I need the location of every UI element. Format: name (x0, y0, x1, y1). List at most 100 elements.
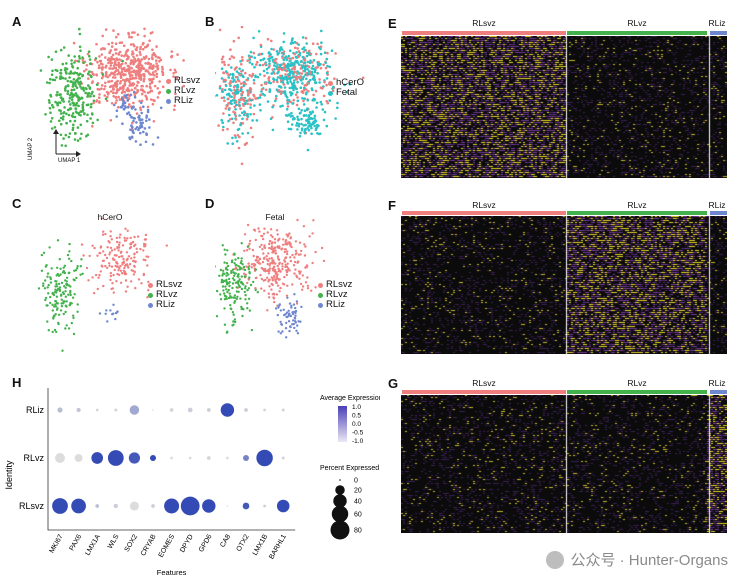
umap-point (267, 268, 271, 272)
umap-point (109, 274, 113, 278)
umap-point (233, 252, 236, 255)
umap-point (280, 323, 284, 326)
umap-point (279, 105, 282, 108)
umap-point (224, 107, 228, 110)
umap-point (295, 51, 298, 54)
umap-point (276, 264, 279, 268)
umap-point (105, 64, 108, 68)
umap-point (303, 69, 307, 73)
umap-point (238, 114, 241, 117)
dotplot-dot (91, 452, 104, 464)
umap-point (118, 50, 122, 54)
umap-point (48, 81, 51, 85)
umap-point (227, 63, 230, 67)
umap-point (267, 252, 270, 255)
umap-point (78, 72, 81, 76)
umap-point (58, 119, 61, 123)
umap-point (137, 128, 140, 132)
umap-point (233, 300, 237, 303)
umap-point (266, 100, 270, 103)
umap-point (312, 219, 315, 222)
umap-point (260, 277, 264, 281)
umap-point (249, 113, 252, 116)
umap-point (159, 58, 163, 62)
umap-point (223, 261, 226, 264)
umap-point (105, 256, 109, 260)
umap-point (281, 68, 284, 72)
umap-point (91, 125, 94, 128)
umap-point (236, 268, 239, 271)
umap-point (129, 59, 133, 62)
umap-point (295, 78, 298, 81)
umap-point (73, 55, 76, 58)
umap-point (111, 91, 115, 95)
umap-point (95, 100, 98, 103)
umap-point (271, 128, 275, 132)
umap-point (113, 254, 117, 257)
umap-point (114, 42, 118, 45)
umap-point (240, 26, 244, 29)
umap-point (226, 127, 229, 131)
umap-point (62, 115, 65, 118)
umap-point (304, 281, 308, 284)
umap-point (139, 47, 142, 51)
umap-point (277, 238, 280, 241)
umap-point (285, 336, 288, 339)
umap-point (68, 107, 72, 111)
umap-point (231, 92, 235, 95)
umap-point (246, 223, 250, 227)
umap-point (284, 327, 288, 330)
umap-point (267, 280, 270, 283)
umap-point (273, 300, 276, 304)
umap-point (240, 260, 243, 263)
umap-point (277, 258, 281, 261)
dotplot-dot (52, 498, 68, 514)
umap-point (249, 126, 253, 130)
legend-a: RLsvz RLvz RLiz (166, 76, 200, 106)
umap-point (74, 269, 78, 272)
umap-point (241, 263, 244, 266)
umap-point (279, 46, 283, 49)
umap-point (301, 82, 304, 85)
umap-point (124, 227, 127, 230)
watermark-text: 公众号 · Hunter-Organs (570, 552, 728, 569)
umap-point (79, 273, 82, 276)
umap-point (236, 295, 239, 298)
umap-point (104, 28, 108, 31)
umap-point (238, 67, 241, 71)
umap-point (295, 329, 298, 332)
umap-point (237, 146, 241, 150)
umap-point (289, 80, 292, 84)
umap-point (255, 97, 258, 100)
umap-point (247, 297, 251, 300)
umap-point (62, 46, 66, 49)
umap-point (79, 123, 83, 127)
umap-point (361, 76, 365, 80)
umap-point (270, 39, 273, 43)
umap-point (79, 80, 82, 84)
umap-point (156, 136, 160, 139)
umap-point (74, 84, 77, 88)
umap-point (93, 246, 96, 250)
umap-point (236, 84, 239, 88)
umap-point (119, 64, 122, 68)
umap-point (228, 292, 231, 295)
umap-point (108, 264, 111, 267)
umap-point (149, 89, 153, 93)
umap-point (302, 75, 305, 79)
umap-point (115, 63, 118, 67)
umap-point (226, 330, 229, 333)
umap-point (123, 236, 126, 240)
umap-point (86, 133, 90, 137)
umap-point (95, 42, 98, 46)
umap-point (313, 124, 316, 128)
umap-point (124, 105, 127, 108)
umap-point (247, 287, 251, 290)
umap-point (79, 114, 82, 117)
dotplot-dot (220, 403, 235, 417)
umap-point (314, 89, 318, 93)
umap-point (233, 134, 237, 137)
umap-point (307, 114, 311, 117)
umap-point (161, 65, 164, 69)
umap-point (283, 275, 286, 279)
